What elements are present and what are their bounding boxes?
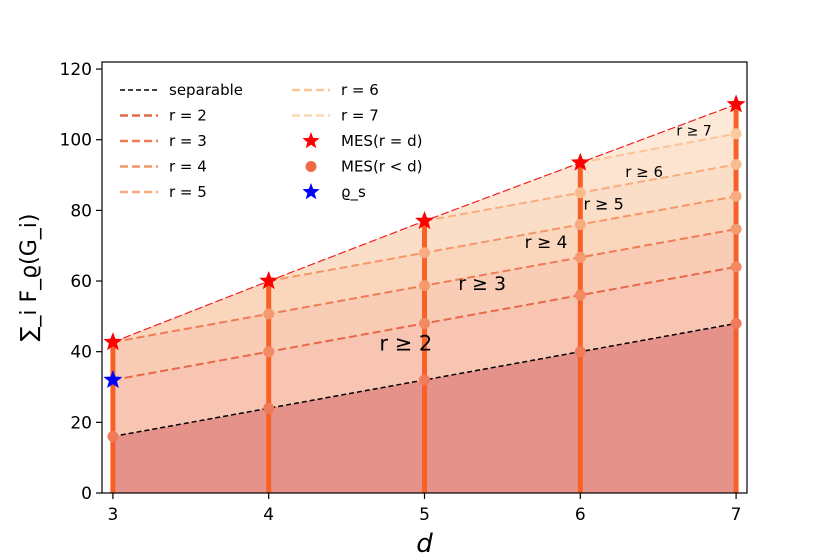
legend-label: r = 2	[169, 107, 207, 125]
mes-partial-point	[574, 219, 586, 231]
mes-partial-point	[419, 374, 430, 386]
mes-full-star	[415, 211, 434, 230]
legend-label: r = 7	[341, 107, 379, 125]
mes-partial-point	[419, 247, 430, 259]
region-label: r ≥ 6	[625, 163, 663, 181]
data-markers	[103, 94, 746, 442]
legend-label: MES(r = d)	[341, 132, 422, 150]
legend: separable r = 2 r = 3 r = 4 r = 5 r = 6 r = 7 M…	[120, 81, 422, 202]
y-tick-label: 40	[70, 343, 92, 363]
axes: 3 4 5 6 7 0 20 40 60 80 100 120 d ∑_i F_ϱ(G_i)	[17, 60, 748, 554]
legend-label: r = 6	[341, 81, 379, 99]
region-label: r ≥ 4	[525, 233, 568, 253]
mes-partial-point	[419, 280, 430, 292]
mes-partial-point	[730, 223, 742, 235]
mes-partial-point	[263, 308, 275, 320]
legend-label: r = 4	[169, 158, 207, 176]
mes-partial-point	[263, 402, 275, 414]
legend-label: r = 5	[169, 183, 207, 201]
y-axis-label: ∑_i F_ϱ(G_i)	[17, 214, 42, 342]
x-axis-label: d	[416, 529, 433, 554]
mes-partial-point	[574, 187, 586, 199]
legend-star	[302, 183, 320, 200]
mes-partial-point	[730, 261, 742, 273]
mes-partial-point	[730, 158, 742, 170]
legend-label: MES(r < d)	[341, 158, 422, 176]
region-label: r ≥ 3	[458, 273, 506, 295]
y-tick-label: 0	[81, 484, 92, 504]
legend-star	[302, 132, 320, 149]
legend-circle	[305, 161, 317, 172]
x-tick-label: 5	[419, 505, 430, 525]
mes-partial-point	[107, 430, 119, 442]
x-tick-label: 3	[107, 505, 118, 525]
y-tick-label: 80	[70, 201, 92, 221]
y-tick-label: 20	[70, 413, 92, 433]
y-tick-label: 120	[60, 60, 92, 80]
mes-partial-point	[263, 346, 275, 358]
y-tick-label: 60	[70, 272, 92, 292]
mes-partial-point	[730, 128, 742, 140]
region-label: r ≥ 5	[583, 194, 623, 213]
x-tick-label: 6	[575, 505, 586, 525]
x-tick-label: 4	[263, 505, 274, 525]
region-r6	[424, 104, 737, 221]
mes-partial-point	[574, 251, 586, 263]
mes-partial-point	[574, 346, 586, 358]
mes-partial-point	[730, 317, 742, 329]
series-line-r4	[268, 195, 737, 283]
mes-full-star	[726, 94, 746, 113]
mes-partial-point	[730, 190, 742, 202]
region-annotations: r ≥ 2 r ≥ 3 r ≥ 4 r ≥ 5r ≥ 6 r ≥ 7	[379, 123, 711, 355]
region-label: r ≥ 2	[379, 332, 432, 356]
mes-full-star	[570, 152, 590, 171]
mes-partial-point	[574, 289, 586, 301]
mes-full-star	[259, 271, 279, 290]
mes-partial-point	[419, 317, 430, 329]
legend-label: ϱ_s	[341, 183, 366, 202]
rho-s-star	[103, 370, 123, 388]
series-line-r6	[580, 132, 737, 164]
mes-full-star	[103, 332, 123, 351]
y-tick-label: 100	[60, 131, 92, 151]
region-label: r ≥ 7	[676, 123, 711, 139]
legend-label: r = 3	[169, 132, 207, 150]
legend-label: separable	[169, 81, 243, 99]
x-tick-label: 7	[731, 505, 742, 525]
